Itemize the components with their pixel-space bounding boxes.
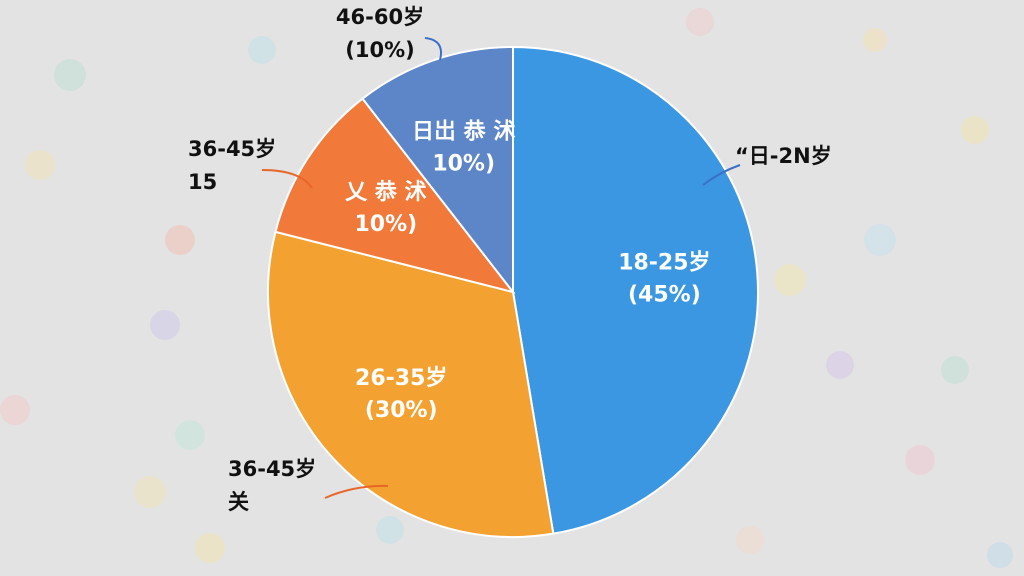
annotation: (10%): [345, 38, 414, 62]
pie-slice: [361, 45, 514, 295]
pie-slice: [512, 45, 759, 535]
pie-slice: [274, 97, 516, 294]
background-dots: [0, 8, 1013, 568]
annotation-arrow: [702, 164, 741, 186]
slice-category-label: 乂 恭 沭: [344, 180, 426, 205]
annotation-arrow: [324, 484, 389, 499]
slice-value-label: (45%): [628, 282, 701, 307]
annotation: 36-45岁: [188, 137, 276, 161]
slice-value-label: 10%): [432, 151, 495, 176]
annotation: 关: [228, 490, 249, 514]
slice-category-label: 18-25岁: [618, 249, 710, 275]
slice-value-label: 10%): [354, 212, 417, 237]
slice-category-label: 日岀 恭 沭: [412, 119, 515, 144]
annotation-arrow: [261, 169, 313, 189]
pie-slice: [267, 230, 555, 538]
annotation: 15: [188, 170, 217, 194]
annotation: 36-45岁: [228, 457, 316, 481]
slice-value-label: (30%): [365, 398, 438, 423]
annotation: 46-60岁: [336, 5, 424, 29]
annotation-arrow: [424, 37, 442, 61]
slice-category-label: 26-35岁: [355, 365, 447, 391]
annotation: “日-2N岁: [735, 144, 832, 168]
